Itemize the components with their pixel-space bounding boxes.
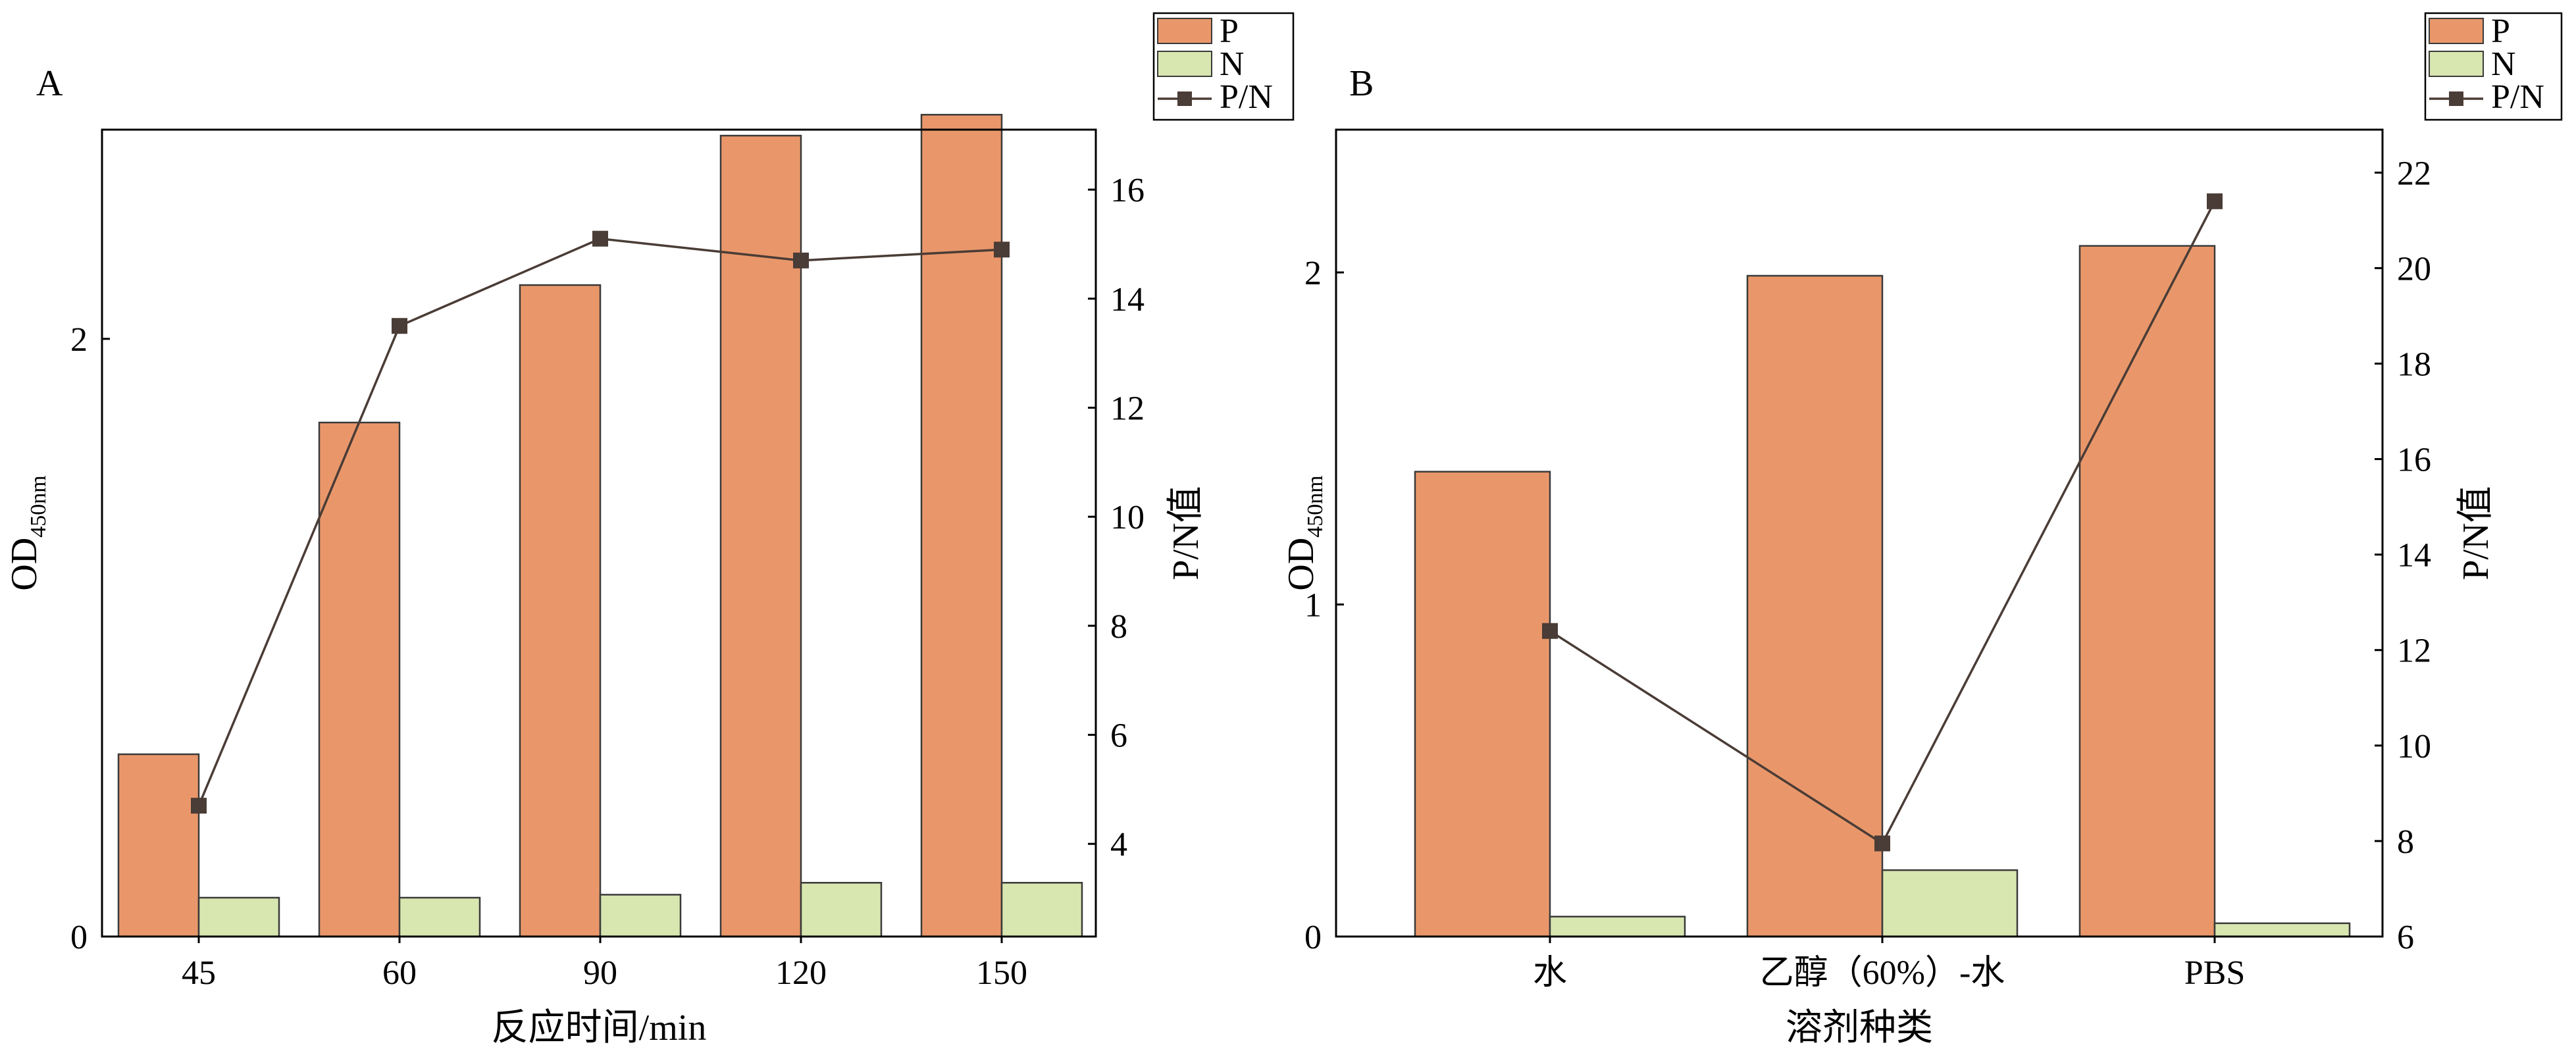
bar-p-0 — [1414, 471, 1551, 938]
y2-tick-label: 6 — [1110, 717, 1127, 755]
pn-marker-1 — [392, 318, 407, 334]
y-axis-title: OD450nm — [1281, 475, 1327, 590]
y2-tick-label: 14 — [2397, 537, 2431, 575]
legend-label-n: N — [2491, 45, 2516, 83]
bar-n-2 — [599, 894, 682, 938]
x-tick-label: 120 — [775, 954, 827, 992]
legend-swatch-marker — [2449, 91, 2463, 106]
y-tick-label: 2 — [70, 321, 88, 359]
y-tick-label: 1 — [1304, 586, 1322, 624]
y2-tick-label: 10 — [1110, 499, 1145, 536]
legend-swatch-p — [1157, 18, 1212, 44]
x-tick-label: 150 — [976, 954, 1027, 992]
chart-panel-b: B水 乙醇（60%）-水 PBS0126810121416182022OD450nm… — [1281, 12, 2563, 1048]
bar-n-2 — [2213, 922, 2351, 938]
bar-p-2 — [2078, 245, 2216, 938]
y2-tick-label: 16 — [2397, 442, 2431, 479]
y2-axis-title: P/N值 — [2456, 486, 2496, 580]
bar-n-1 — [398, 896, 481, 938]
bar-p-0 — [117, 753, 200, 938]
pn-marker-1 — [1874, 835, 1890, 852]
legend-swatch-marker — [1177, 91, 1192, 106]
bar-n-4 — [1000, 882, 1083, 938]
x-axis-title: 溶剂种类 — [1786, 1008, 1933, 1048]
x-tick-label: 90 — [583, 954, 617, 992]
x-tick-label: 水 — [1533, 954, 1567, 992]
panel-letter: A — [36, 63, 63, 104]
y-axis-title-subscript: 450nm — [1303, 475, 1327, 537]
y2-tick-label: 14 — [1110, 281, 1145, 319]
y2-tick-label: 22 — [2397, 155, 2431, 192]
y2-tick-label: 6 — [2397, 919, 2414, 956]
y2-tick-label: 4 — [1110, 826, 1127, 863]
y2-tick-label: 12 — [2397, 632, 2431, 670]
bar-p-3 — [719, 134, 802, 938]
y2-tick-label: 20 — [2397, 250, 2431, 288]
bar-n-3 — [800, 882, 883, 938]
plot-frame — [1335, 128, 2384, 938]
y-tick-label: 0 — [1304, 919, 1322, 956]
pn-marker-0 — [1542, 623, 1558, 639]
legend-label-p: P — [2491, 13, 2510, 50]
pn-marker-0 — [191, 798, 207, 814]
x-tick-label: 60 — [382, 954, 417, 992]
legend: PNP/N — [2424, 12, 2563, 121]
y-axis-title: OD450nm — [4, 475, 51, 590]
x-tick-label: 乙醇（60%）-水 — [1760, 954, 2005, 992]
x-tick-label: 45 — [182, 954, 216, 992]
legend-label-n: N — [1220, 45, 1245, 83]
legend-swatch-p — [2429, 18, 2484, 44]
y-axis-title-subscript: 450nm — [26, 475, 51, 537]
y-axis-title-main: OD — [1281, 538, 1322, 591]
y-tick-label: 0 — [70, 919, 88, 956]
legend-label-pn: P/N — [1220, 78, 1273, 116]
y2-axis-title: P/N值 — [1166, 486, 1206, 580]
bar-n-0 — [197, 896, 280, 938]
y2-tick-label: 8 — [1110, 608, 1127, 646]
x-tick-label: PBS — [2184, 954, 2246, 992]
bar-p-1 — [1746, 274, 1884, 938]
legend-swatch-n — [1157, 51, 1212, 77]
pn-marker-3 — [793, 252, 809, 269]
y2-tick-label: 16 — [1110, 172, 1145, 209]
pn-marker-4 — [994, 242, 1010, 258]
y2-tick-label: 18 — [2397, 346, 2431, 383]
pn-marker-2 — [2207, 193, 2223, 209]
legend-label-p: P — [1220, 13, 1239, 50]
plot-frame — [101, 128, 1097, 938]
bar-p-4 — [920, 114, 1003, 938]
legend-swatch-n — [2429, 51, 2484, 77]
chart-panel-a: A 45 60 90 120 150 0 2 4 6 8 10 12 14 16 OD450nm P/N值反应时… — [4, 12, 1295, 1048]
legend: PNP/N — [1152, 12, 1295, 121]
bar-p-2 — [519, 284, 602, 938]
legend-label-pn: P/N — [2491, 78, 2544, 116]
bar-n-0 — [1549, 915, 1686, 938]
y2-tick-label: 8 — [2397, 823, 2414, 861]
bar-n-1 — [1881, 869, 2019, 938]
pn-marker-2 — [592, 230, 608, 247]
y2-tick-label: 10 — [2397, 728, 2431, 765]
y2-tick-label: 12 — [1110, 390, 1145, 427]
y-tick-label: 2 — [1304, 255, 1322, 292]
bar-p-1 — [318, 421, 401, 938]
panel-letter: B — [1349, 63, 1374, 104]
y-axis-title-main: OD — [4, 538, 45, 591]
x-axis-title: 反应时间/min — [492, 1008, 707, 1048]
